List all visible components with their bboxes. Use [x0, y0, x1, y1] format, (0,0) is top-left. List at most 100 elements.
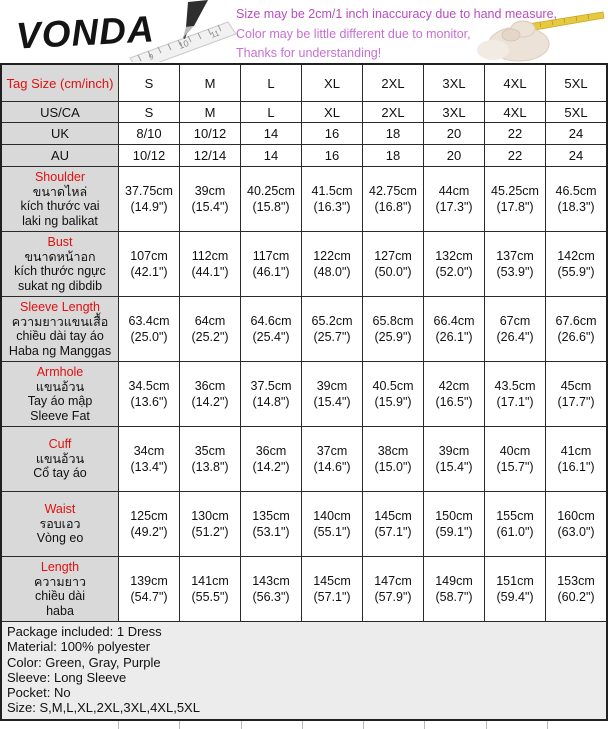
measurement-cell: 42cm (16.5"): [423, 362, 484, 426]
measurement-cell: 135cm (53.1"): [240, 492, 301, 556]
measurement-cell: 37cm (14.6"): [301, 427, 362, 491]
value-inch: (48.0"): [313, 265, 351, 279]
measure-name-translation: ขนาดไหล่: [32, 184, 88, 199]
measurement-cell: 63.4cm (25.0"): [118, 297, 179, 361]
value-inch: (15.7"): [496, 460, 534, 474]
measurement-cell: 112cm (44.1"): [179, 232, 240, 296]
value-cm: 151cm: [496, 574, 534, 588]
measurement-cell: 153cm (60.2"): [545, 557, 606, 621]
detail-line: Material: 100% polyester: [7, 639, 151, 655]
value-cm: 42cm: [438, 379, 470, 393]
measure-name-translation: Cổ tay áo: [33, 466, 87, 481]
value-cm: 140cm: [313, 509, 351, 523]
value-inch: (26.4"): [496, 330, 534, 344]
value-cm: 35cm: [194, 444, 226, 458]
value-cm: 40.25cm: [247, 184, 295, 198]
value-inch: (13.6"): [130, 395, 168, 409]
detail-line: Sleeve: Long Sleeve: [7, 669, 127, 685]
row-label: Length ความยาว chiều dài haba: [2, 557, 118, 621]
measurement-cell: 117cm (46.1"): [240, 232, 301, 296]
measurement-cell: 140cm (55.1"): [301, 492, 362, 556]
measurement-cell: 45.25cm (17.8"): [484, 167, 545, 231]
row-label: Waist รอบเอว Vòng eo: [2, 492, 118, 556]
value-cm: 143cm: [252, 574, 290, 588]
value-cm: 107cm: [130, 249, 168, 263]
value-cm: 34cm: [133, 444, 165, 458]
value-inch: (15.4"): [313, 395, 351, 409]
row-label: Sleeve Length ความยาวแขนเสื้อ chiều dài ta…: [2, 297, 118, 361]
measurement-cell: 43.5cm (17.1"): [484, 362, 545, 426]
measurement-cell: 145cm (57.1"): [301, 557, 362, 621]
measure-name-translation: Vòng eo: [36, 531, 84, 546]
size-cell: 16: [301, 123, 362, 144]
measure-name: Sleeve Length: [20, 300, 100, 314]
measurement-cell: 143cm (56.3"): [240, 557, 301, 621]
measure-name-translation: แขนอ้วน: [35, 379, 85, 394]
grid-cell: [301, 720, 363, 729]
measure-name: Bust: [47, 235, 73, 249]
value-cm: 64cm: [194, 314, 226, 328]
value-inch: (56.3"): [252, 590, 290, 604]
value-cm: 147cm: [374, 574, 412, 588]
value-cm: 125cm: [130, 509, 168, 523]
measurement-cell: 34cm (13.4"): [118, 427, 179, 491]
value-inch: (17.8"): [496, 200, 534, 214]
hand-measuring-tape-icon: [477, 11, 605, 62]
measurement-cell: 107cm (42.1"): [118, 232, 179, 296]
value-cm: 36cm: [255, 444, 287, 458]
value-cm: 65.2cm: [311, 314, 353, 328]
size-cell: 22: [484, 145, 545, 166]
measurement-cell: 40.25cm (15.8"): [240, 167, 301, 231]
measure-name-translation: chiều dài tay áo: [16, 329, 104, 343]
size-cell: 18: [362, 123, 423, 144]
value-inch: (25.9"): [374, 330, 412, 344]
value-inch: (17.1"): [496, 395, 534, 409]
table-row: Cuff แขนอ้วน Cổ tay áo 34cm (13.4") 35cm (13.8…: [2, 426, 606, 491]
size-cell: 18: [362, 145, 423, 166]
measurement-cell: 151cm (59.4"): [484, 557, 545, 621]
size-cell: M: [179, 65, 240, 101]
value-cm: 142cm: [557, 249, 595, 263]
measurement-cell: 132cm (52.0"): [423, 232, 484, 296]
value-cm: 65.8cm: [372, 314, 414, 328]
value-cm: 39cm: [194, 184, 226, 198]
measurement-cell: 65.2cm (25.7"): [301, 297, 362, 361]
value-inch: (15.0"): [374, 460, 412, 474]
size-cell: 24: [545, 123, 606, 144]
value-inch: (14.2"): [252, 460, 290, 474]
table-row: Length ความยาว chiều dài haba 139cm (54.7") 14…: [2, 556, 606, 621]
value-cm: 41.5cm: [311, 184, 353, 198]
value-inch: (53.1"): [252, 525, 290, 539]
bottom-grid-strip: [0, 720, 608, 729]
value-cm: 145cm: [313, 574, 351, 588]
value-cm: 130cm: [191, 509, 229, 523]
value-cm: 137cm: [496, 249, 534, 263]
measurement-cell: 155cm (61.0"): [484, 492, 545, 556]
measure-name-translation: kích thước ngực: [14, 264, 106, 278]
value-cm: 36cm: [194, 379, 226, 393]
measurement-cell: 34.5cm (13.6"): [118, 362, 179, 426]
measurement-cell: 142cm (55.9"): [545, 232, 606, 296]
size-cell: 12/14: [179, 145, 240, 166]
size-cell: 22: [484, 123, 545, 144]
value-cm: 67cm: [499, 314, 531, 328]
table-row: Bust ขนาดหน้าอก kích thước ngực sukat ng di…: [2, 231, 606, 296]
value-cm: 38cm: [377, 444, 409, 458]
value-inch: (26.6"): [557, 330, 595, 344]
grid-cell: [179, 720, 240, 729]
row-label: UK: [2, 123, 118, 144]
size-cell: 3XL: [423, 102, 484, 122]
value-cm: 43.5cm: [494, 379, 536, 393]
measurement-cell: 66.4cm (26.1"): [423, 297, 484, 361]
measure-name-translation: ความยาวแขนเสื้อ: [11, 314, 109, 329]
value-inch: (15.9"): [374, 395, 412, 409]
value-inch: (13.8"): [191, 460, 229, 474]
measurement-cell: 64cm (25.2"): [179, 297, 240, 361]
value-inch: (63.0"): [557, 525, 595, 539]
measurement-cell: 149cm (58.7"): [423, 557, 484, 621]
grid-cell: [363, 720, 424, 729]
size-cell: L: [240, 65, 301, 101]
size-cell: 24: [545, 145, 606, 166]
value-inch: (13.4"): [130, 460, 168, 474]
